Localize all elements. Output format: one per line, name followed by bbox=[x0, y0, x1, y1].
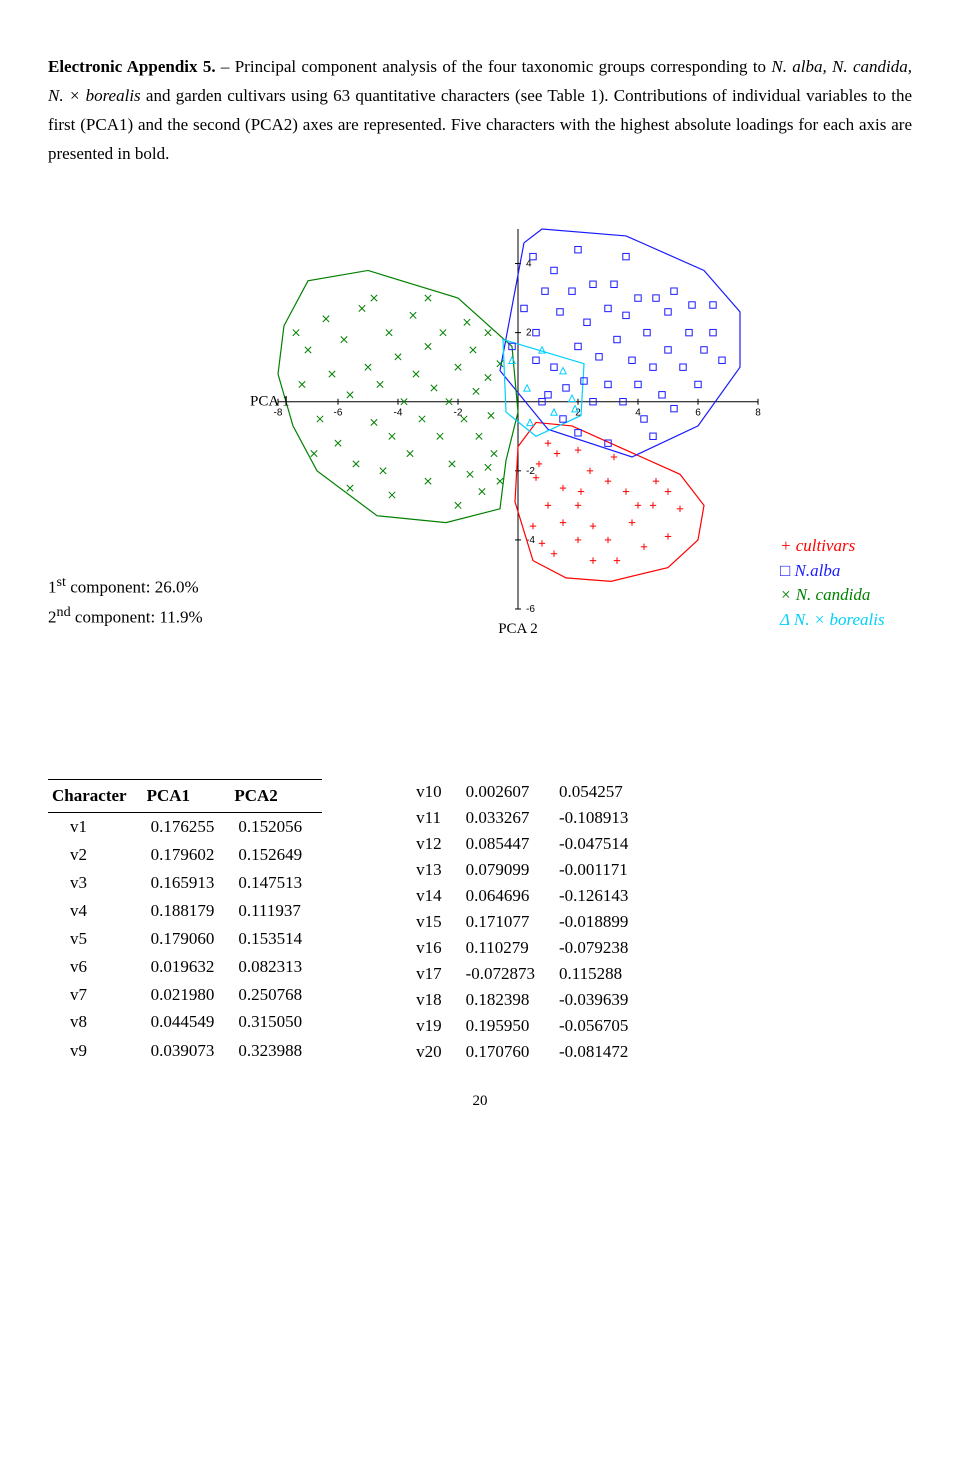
svg-text:-6: -6 bbox=[334, 407, 343, 418]
table-row: v200.170760-0.081472 bbox=[412, 1039, 648, 1065]
appendix-title: Electronic Appendix 5. bbox=[48, 57, 216, 76]
table-row: v40.1881790.111937 bbox=[48, 897, 322, 925]
legend-borealis: Δ N. × borealis bbox=[780, 608, 920, 633]
loadings-table-left: Character PCA1 PCA2 v10.1762550.152056v2… bbox=[48, 779, 322, 1065]
table-row: v50.1790600.153514 bbox=[48, 925, 322, 953]
table-row: v180.182398-0.039639 bbox=[412, 987, 648, 1013]
table-header-row: Character PCA1 PCA2 bbox=[48, 779, 322, 812]
loadings-tables: Character PCA1 PCA2 v10.1762550.152056v2… bbox=[48, 779, 912, 1065]
table-row: v70.0219800.250768 bbox=[48, 981, 322, 1009]
table-row: v90.0390730.323988 bbox=[48, 1036, 322, 1064]
component-info: 1st component: 26.0% 2nd component: 11.9… bbox=[48, 571, 248, 639]
pca-chart-block: 1st component: 26.0% 2nd component: 11.9… bbox=[48, 219, 912, 639]
table-row: v150.171077-0.018899 bbox=[412, 909, 648, 935]
table-row: v130.079099-0.001171 bbox=[412, 857, 648, 883]
table-row: v140.064696-0.126143 bbox=[412, 883, 648, 909]
table-row: v160.110279-0.079238 bbox=[412, 935, 648, 961]
svg-text:2: 2 bbox=[526, 327, 532, 338]
pca-scatter-chart: -8-6-4-22468-6-4-224PCA 2PCA 1 bbox=[248, 219, 770, 639]
table-row: v190.195950-0.056705 bbox=[412, 1013, 648, 1039]
table-row: v80.0445490.315050 bbox=[48, 1009, 322, 1037]
second-component: 2nd component: 11.9% bbox=[48, 601, 248, 631]
th-character: Character bbox=[48, 779, 147, 812]
table-row: v30.1659130.147513 bbox=[48, 869, 322, 897]
legend-cultivars: + cultivars bbox=[780, 534, 920, 559]
svg-text:-4: -4 bbox=[394, 407, 403, 418]
table-row: v110.033267-0.108913 bbox=[412, 805, 648, 831]
svg-text:-6: -6 bbox=[526, 604, 535, 615]
svg-text:-2: -2 bbox=[526, 465, 535, 476]
table-row: v60.0196320.082313 bbox=[48, 953, 322, 981]
page-number: 20 bbox=[48, 1093, 912, 1110]
table-row: v20.1796020.152649 bbox=[48, 841, 322, 869]
table-row: v120.085447-0.047514 bbox=[412, 831, 648, 857]
legend-candida: × N. candida bbox=[780, 583, 920, 608]
svg-text:PCA 2: PCA 2 bbox=[498, 621, 538, 637]
th-pca2: PCA2 bbox=[234, 779, 322, 812]
svg-text:PCA 1: PCA 1 bbox=[250, 393, 290, 409]
legend-alba: □ N.alba bbox=[780, 559, 920, 584]
table-row: v10.1762550.152056 bbox=[48, 812, 322, 841]
table-row: v100.0026070.054257 bbox=[412, 779, 648, 805]
first-component: 1st component: 26.0% bbox=[48, 571, 248, 601]
legend: + cultivars □ N.alba × N. candida Δ N. ×… bbox=[770, 534, 920, 639]
svg-text:6: 6 bbox=[695, 407, 701, 418]
svg-text:8: 8 bbox=[755, 407, 761, 418]
loadings-table-right: v100.0026070.054257v110.033267-0.108913v… bbox=[412, 779, 648, 1065]
table-row: v17-0.0728730.115288 bbox=[412, 961, 648, 987]
intro-paragraph: Electronic Appendix 5. – Principal compo… bbox=[48, 53, 912, 169]
th-pca1: PCA1 bbox=[147, 779, 235, 812]
